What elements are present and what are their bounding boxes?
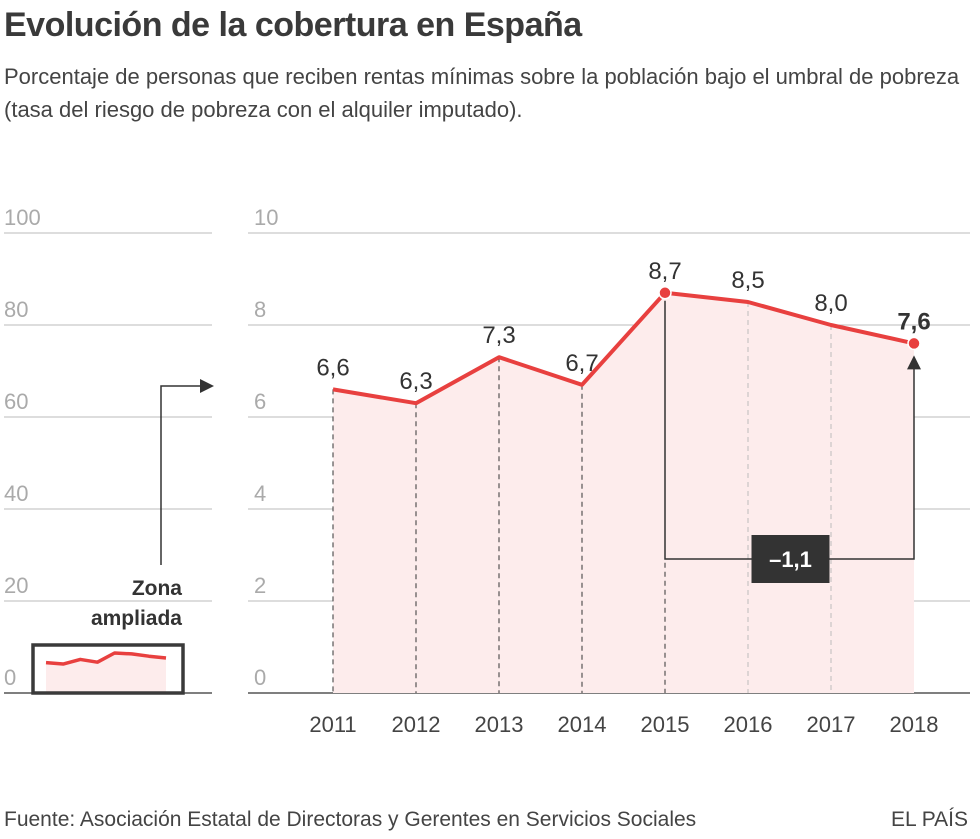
overview-chart: 0 20 40 60 80 100 Zona ampliada xyxy=(4,205,214,695)
overview-tick-label: 80 xyxy=(4,297,28,322)
data-value-label: 8,7 xyxy=(648,258,681,285)
overview-area xyxy=(46,652,166,693)
chart-title: Evolución de la cobertura en España xyxy=(4,6,582,44)
zoom-connector xyxy=(160,385,203,565)
data-value-label: 7,6 xyxy=(897,308,930,335)
main-chart: 0 2 4 6 8 10 –1,1 6,6 6,3 7,3 6,7 8,7 8,5 8,0 7,6 2011 2… xyxy=(248,205,970,737)
data-line xyxy=(332,290,915,406)
data-value-label: 8,5 xyxy=(731,267,764,294)
data-value-label: 6,6 xyxy=(316,354,349,381)
zoom-label-line2: ampliada xyxy=(91,607,182,630)
footer-source: Fuente: Asociación Estatal de Directoras… xyxy=(4,808,697,831)
data-point xyxy=(658,286,672,300)
difference-value: –1,1 xyxy=(769,547,812,572)
overview-tick-label: 40 xyxy=(4,481,28,506)
x-tick-label: 2015 xyxy=(641,712,690,737)
data-value-label: 6,7 xyxy=(565,350,598,377)
overview-tick-label: 100 xyxy=(4,205,41,230)
overview-tick-label: 20 xyxy=(4,573,28,598)
area-fill xyxy=(333,292,914,693)
chart-subtitle: Porcentaje de personas que reciben renta… xyxy=(4,64,960,122)
x-tick-label: 2016 xyxy=(724,712,773,737)
difference-box xyxy=(751,535,830,583)
x-tick-label: 2011 xyxy=(309,712,356,737)
overview-tick-label: 0 xyxy=(4,665,16,690)
zoom-arrow-icon xyxy=(200,379,214,393)
x-tick-label: 2018 xyxy=(890,712,939,737)
y-tick-label: 10 xyxy=(254,205,278,230)
up-arrow-icon xyxy=(907,355,921,370)
x-tick-label: 2013 xyxy=(475,712,524,737)
y-tick-label: 8 xyxy=(254,297,266,322)
data-point xyxy=(907,336,921,351)
overview-tick-label: 60 xyxy=(4,389,28,414)
data-value-label: 7,3 xyxy=(482,322,515,349)
zoom-box xyxy=(31,643,185,695)
y-tick-label: 0 xyxy=(254,665,266,690)
data-value-label: 8,0 xyxy=(814,290,847,317)
chart-canvas: 0 20 40 60 80 100 Zona ampliada 0 2 4 6 8 10 –1,1 6,6 6,… xyxy=(4,205,970,737)
x-tick-label: 2017 xyxy=(807,712,856,737)
footer-brand: EL PAÍS xyxy=(890,808,968,831)
data-value-label: 6,3 xyxy=(399,368,432,395)
y-tick-label: 6 xyxy=(254,389,266,414)
x-tick-label: 2014 xyxy=(558,712,607,737)
zoom-label-line1: Zona xyxy=(132,577,182,600)
x-tick-label: 2012 xyxy=(392,712,441,737)
y-tick-label: 2 xyxy=(254,573,266,598)
difference-annotation: –1,1 xyxy=(664,300,921,583)
overview-line xyxy=(45,651,167,666)
y-tick-label: 4 xyxy=(254,481,266,506)
